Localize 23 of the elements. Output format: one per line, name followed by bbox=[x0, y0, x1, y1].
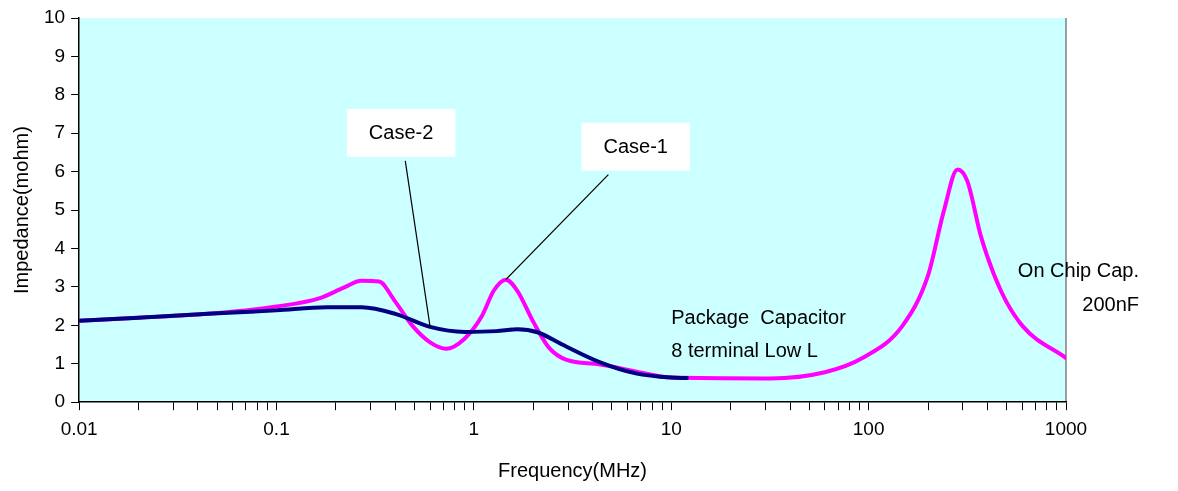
y-tick-label: 3 bbox=[54, 275, 66, 297]
y-tick-label: 9 bbox=[54, 44, 66, 66]
annotation: Package Capacitor 8 terminal Low L bbox=[671, 305, 847, 361]
y-tick-label: 10 bbox=[43, 6, 66, 28]
annotation: Case-2 bbox=[368, 121, 434, 144]
y-tick-label: 1 bbox=[54, 352, 66, 374]
x-axis-title: Frequency(MHz) bbox=[498, 458, 648, 481]
x-tick-label: 0.01 bbox=[60, 417, 98, 439]
x-tick-label: 0.1 bbox=[263, 417, 290, 439]
y-tick-label: 7 bbox=[54, 121, 66, 143]
y-tick-label: 2 bbox=[54, 313, 66, 335]
annotation: On Chip Cap. 200nF bbox=[1017, 258, 1139, 315]
x-tick-label: 100 bbox=[852, 417, 885, 439]
y-tick-label: 4 bbox=[54, 236, 66, 258]
y-tick-label: 8 bbox=[54, 83, 66, 105]
y-tick-label: 5 bbox=[54, 198, 66, 220]
y-tick-label: 0 bbox=[54, 390, 66, 412]
annotation: Case-1 bbox=[603, 135, 668, 158]
y-tick-label: 6 bbox=[54, 159, 66, 181]
y-axis-title: Impedance(mohm) bbox=[9, 126, 32, 295]
x-tick-label: 10 bbox=[660, 417, 682, 439]
x-tick-label: 1 bbox=[468, 417, 480, 439]
x-tick-label: 1000 bbox=[1044, 417, 1088, 439]
